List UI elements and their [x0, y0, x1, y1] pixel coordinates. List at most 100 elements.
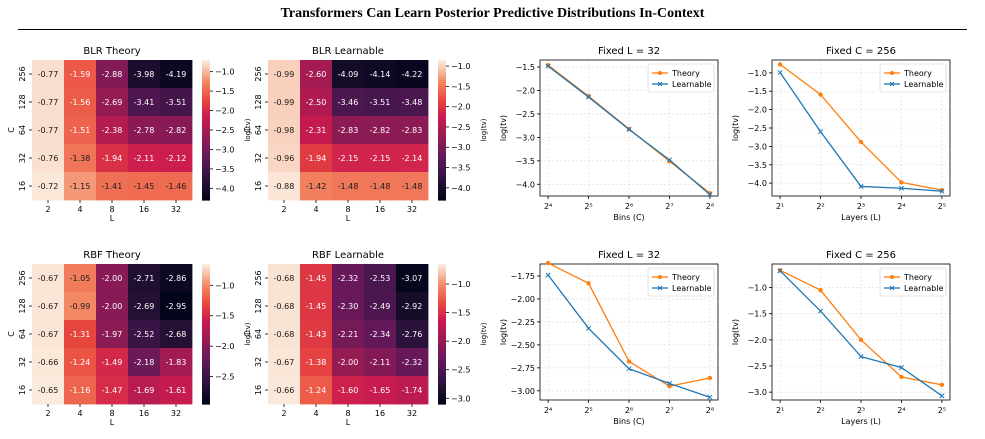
colorbar-segment	[438, 372, 446, 375]
legend-label: Learnable	[904, 284, 944, 293]
legend-label: Learnable	[672, 284, 712, 293]
colorbar-segment	[438, 80, 446, 83]
colorbar-tick-label: −2.5	[451, 123, 470, 132]
colorbar-segment	[202, 318, 210, 321]
colorbar-segment	[202, 326, 210, 329]
heatmap-cell	[32, 60, 65, 89]
colorbar-segment	[202, 308, 210, 311]
cell-label: -1.45	[134, 182, 155, 191]
colorbar-segment	[438, 98, 446, 101]
colorbar-segment	[202, 166, 210, 169]
colorbar-segment	[202, 152, 210, 155]
colorbar-segment	[438, 104, 446, 107]
cell-label: -2.00	[338, 358, 359, 367]
colorbar-segment	[202, 144, 210, 147]
colorbar-segment	[202, 376, 210, 379]
colorbar-segment	[438, 334, 446, 337]
cell-label: -2.34	[370, 330, 391, 339]
heatmap-cell	[268, 320, 301, 349]
heatmap-cell	[160, 172, 193, 201]
heatmap-cell	[96, 348, 129, 377]
colorbar-segment	[202, 88, 210, 91]
y-tick-label: 16	[18, 181, 27, 191]
cell-label: -0.99	[274, 98, 295, 107]
cell-label: -1.48	[402, 182, 423, 191]
colorbar-segment	[438, 328, 446, 331]
colorbar-segment	[438, 154, 446, 157]
cell-label: -0.72	[38, 182, 59, 191]
cell-label: -0.65	[38, 386, 59, 395]
colorbar-segment	[438, 312, 446, 315]
x-tick-label: 2²	[816, 202, 824, 211]
colorbar-segment	[202, 340, 210, 343]
colorbar-label: log(tv)	[244, 118, 252, 141]
heatmap-cell	[268, 264, 301, 293]
colorbar-tick-label: −1.0	[451, 62, 470, 71]
colorbar-segment	[202, 338, 210, 341]
heatmap-cell	[128, 172, 161, 201]
cell-label: -1.74	[402, 386, 423, 395]
colorbar-segment	[438, 70, 446, 73]
x-tick-label: 32	[407, 205, 417, 214]
heatmap-cell	[396, 264, 429, 293]
y-tick-label: −2.00	[510, 295, 535, 304]
cell-label: -4.14	[370, 70, 391, 79]
colorbar-segment	[438, 294, 446, 297]
cell-label: -1.51	[70, 126, 91, 135]
heatmap-cell	[396, 376, 429, 405]
colorbar-segment	[202, 374, 210, 377]
colorbar-segment	[438, 152, 446, 155]
colorbar-segment	[202, 266, 210, 269]
colorbar-segment	[202, 364, 210, 367]
data-point-learnable	[898, 185, 905, 191]
cell-label: -2.71	[134, 274, 155, 283]
cell-label: -1.61	[166, 386, 187, 395]
colorbar-segment	[202, 134, 210, 137]
data-point-theory	[777, 62, 783, 67]
colorbar-segment	[438, 126, 446, 129]
data-point-theory	[858, 337, 864, 343]
colorbar-segment	[438, 376, 446, 379]
cell-label: -4.22	[402, 70, 423, 79]
cell-label: -1.24	[70, 358, 91, 367]
x-tick-label: 2⁴	[544, 202, 552, 211]
x-tick-label: 2⁵	[938, 406, 946, 415]
colorbar-tick-label: −2.5	[215, 126, 234, 135]
colorbar-tick-label: −1.5	[451, 309, 470, 318]
y-tick-label: 64	[18, 329, 27, 339]
heatmap-cell	[268, 348, 301, 377]
colorbar-segment	[438, 194, 446, 197]
colorbar-segment	[438, 84, 446, 87]
data-point-learnable	[585, 94, 592, 100]
colorbar-tick-label: −3.0	[451, 143, 470, 152]
cell-label: -2.14	[402, 154, 423, 163]
colorbar-segment	[438, 198, 446, 201]
heatmap-cell	[396, 88, 429, 117]
colorbar-segment	[438, 196, 446, 199]
x-tick-label: 2⁴	[897, 202, 905, 211]
y-axis-label: log(tv)	[499, 115, 508, 141]
colorbar-segment	[438, 178, 446, 181]
colorbar-segment	[202, 186, 210, 189]
y-tick-label: 16	[18, 385, 27, 395]
heatmap-cell	[396, 348, 429, 377]
colorbar-tick-label: −3.0	[215, 145, 234, 154]
cell-label: -1.48	[338, 182, 359, 191]
colorbar-segment	[438, 264, 446, 267]
colorbar-segment	[202, 170, 210, 173]
heatmap-cell	[364, 292, 397, 321]
data-point-theory	[818, 92, 823, 97]
colorbar-segment	[438, 316, 446, 319]
colorbar-tick-label: −4.0	[215, 184, 234, 193]
colorbar-segment	[202, 60, 210, 63]
cell-label: -1.31	[70, 330, 91, 339]
colorbar-segment	[438, 144, 446, 147]
y-axis-label: C	[243, 331, 252, 337]
colorbar-segment	[202, 380, 210, 383]
colorbar-segment	[438, 326, 446, 329]
cell-label: -0.99	[274, 70, 295, 79]
colorbar-tick-label: −1.5	[215, 87, 234, 96]
colorbar-segment	[202, 156, 210, 159]
colorbar-segment	[438, 116, 446, 119]
cell-label: -0.66	[274, 386, 295, 395]
